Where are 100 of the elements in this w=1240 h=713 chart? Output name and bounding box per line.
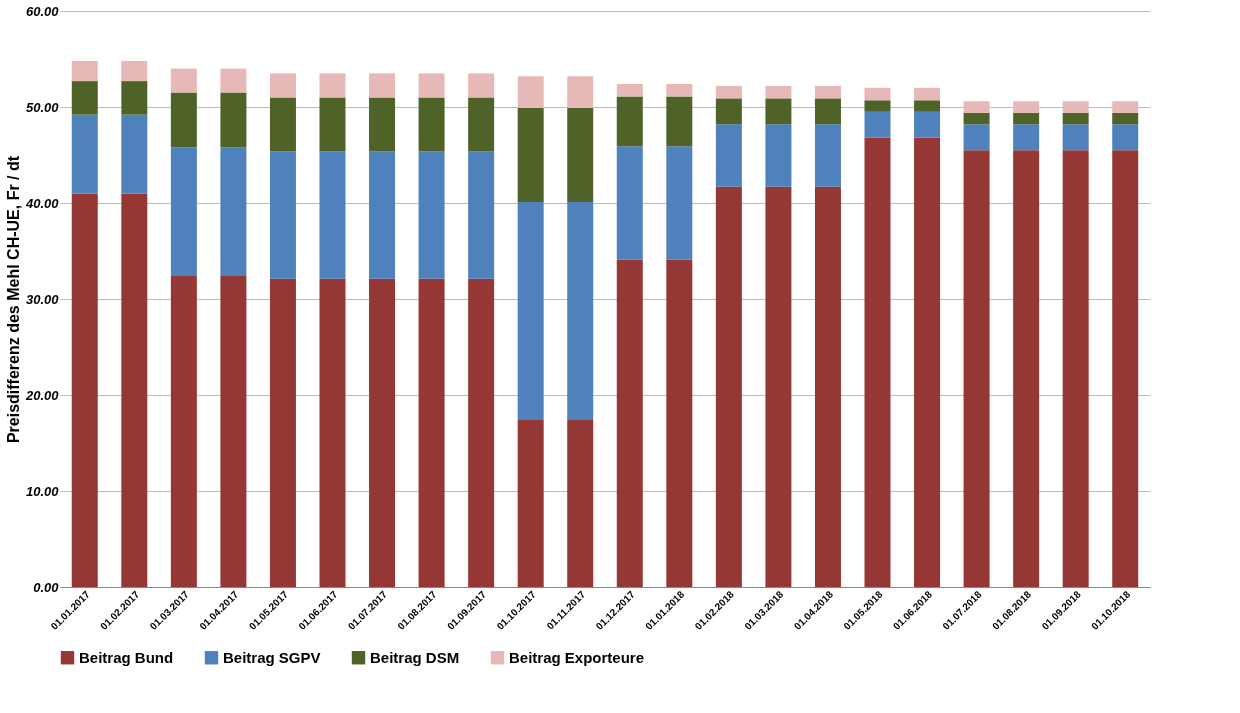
- bar: [814, 85, 841, 99]
- bar: [567, 76, 594, 108]
- bar: [914, 87, 941, 101]
- bar: [121, 114, 148, 194]
- bar: [418, 97, 445, 152]
- bar: [269, 73, 296, 98]
- bar: [269, 278, 296, 587]
- y-tick-label: 30.00: [25, 291, 60, 307]
- bar: [1013, 150, 1040, 587]
- bar: [1112, 101, 1139, 113]
- bar: [468, 278, 495, 587]
- bar: [517, 107, 544, 203]
- bar: [864, 87, 891, 101]
- bar: [319, 97, 346, 152]
- bar: [1062, 101, 1089, 113]
- bar: [71, 81, 98, 115]
- bar: [1013, 112, 1040, 125]
- y-tick-label: 10.00: [25, 483, 60, 499]
- bar: [765, 85, 792, 99]
- bar: [715, 98, 742, 125]
- bar: [369, 73, 396, 98]
- bar: [71, 114, 98, 194]
- bar: [864, 100, 891, 112]
- bar: [369, 97, 396, 152]
- legend-label: Beitrag SGPV: [223, 648, 321, 666]
- bar: [418, 73, 445, 98]
- bar: [765, 186, 792, 587]
- bar: [616, 259, 643, 587]
- bar: [517, 202, 544, 420]
- bar: [1062, 150, 1089, 587]
- bar: [369, 151, 396, 279]
- bar: [517, 76, 544, 108]
- bar: [715, 186, 742, 587]
- bar: [963, 101, 990, 113]
- bar: [468, 73, 495, 98]
- bar: [616, 83, 643, 97]
- bar: [765, 98, 792, 125]
- bar: [616, 96, 643, 147]
- bar: [715, 85, 742, 99]
- bar: [963, 150, 990, 587]
- bar: [121, 193, 148, 587]
- bar: [170, 147, 197, 276]
- bar: [170, 275, 197, 587]
- bar: [319, 73, 346, 98]
- bar: [220, 68, 247, 93]
- bar: [765, 124, 792, 187]
- bar: [616, 146, 643, 260]
- bar: [666, 259, 693, 587]
- bar: [666, 146, 693, 260]
- bar: [715, 124, 742, 187]
- bar: [1112, 124, 1139, 151]
- legend-label: Beitrag Exporteure: [509, 648, 645, 666]
- bar: [170, 92, 197, 148]
- bar: [1013, 124, 1040, 151]
- bar: [567, 202, 594, 420]
- bar: [220, 147, 247, 276]
- bar: [319, 278, 346, 587]
- bar: [1062, 124, 1089, 151]
- bar: [567, 419, 594, 587]
- bar: [963, 112, 990, 125]
- bar: [567, 107, 594, 203]
- bar: [814, 98, 841, 125]
- legend-label: Beitrag DSM: [370, 648, 460, 666]
- bar: [814, 124, 841, 187]
- bar: [814, 186, 841, 587]
- bar: [269, 151, 296, 279]
- y-tick-label: 50.00: [25, 99, 60, 115]
- y-tick-label: 60.00: [25, 3, 60, 19]
- bar: [914, 100, 941, 112]
- bar: [914, 137, 941, 587]
- bar: [369, 278, 396, 587]
- bar: [319, 151, 346, 279]
- bar: [1112, 112, 1139, 125]
- y-tick-label: 20.00: [24, 387, 60, 403]
- bar: [121, 60, 148, 82]
- bar: [71, 60, 98, 82]
- bar: [914, 111, 941, 138]
- y-tick-label: 40.00: [24, 195, 60, 211]
- bar: [864, 111, 891, 138]
- bar: [220, 92, 247, 148]
- bar: [468, 97, 495, 152]
- bar: [468, 151, 495, 279]
- bar: [1013, 101, 1040, 113]
- legend-label: Beitrag Bund: [79, 648, 174, 666]
- bar: [666, 96, 693, 147]
- bar: [864, 137, 891, 587]
- bar: [269, 97, 296, 152]
- bar: [1062, 112, 1089, 125]
- bar: [1112, 150, 1139, 587]
- bar: [418, 151, 445, 279]
- bar: [170, 68, 197, 93]
- bar: [71, 193, 98, 587]
- bar: [220, 275, 247, 587]
- bar: [121, 81, 148, 115]
- bar: [517, 419, 544, 587]
- bar: [963, 124, 990, 151]
- y-tick-label: 0.00: [33, 579, 60, 595]
- bar: [418, 278, 445, 587]
- bar: [666, 83, 693, 97]
- y-axis-title: Preisdifferenz des Mehl CH-UE, Fr / dt: [4, 155, 22, 444]
